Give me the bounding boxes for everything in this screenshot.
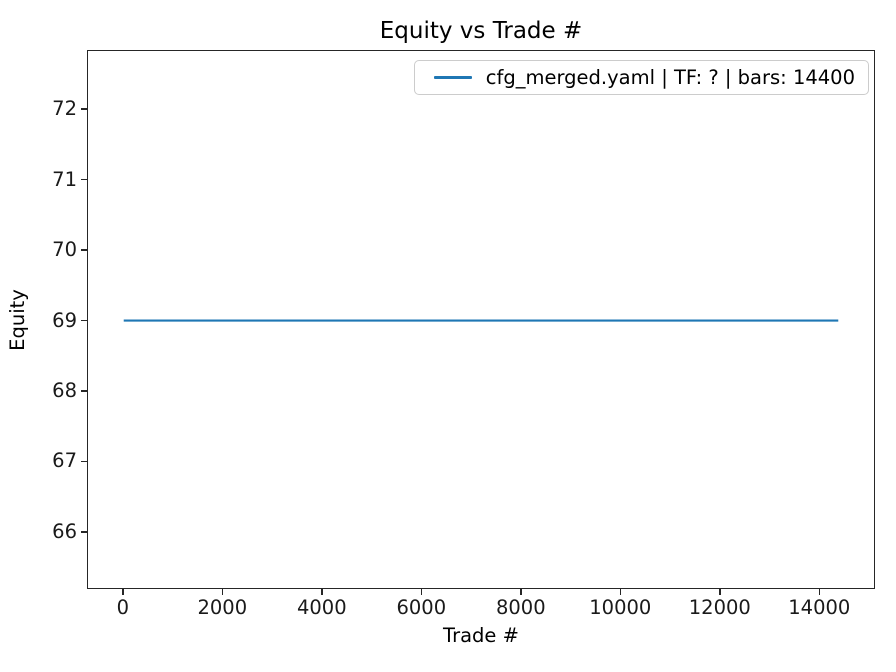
x-tick-label: 0 [116, 596, 130, 619]
legend-line-sample [433, 76, 472, 79]
x-tick-mark [221, 589, 224, 595]
x-tick-mark [321, 589, 323, 595]
y-tick-mark [81, 249, 87, 251]
chart-title: Equity vs Trade # [379, 18, 583, 44]
y-tick-label: 68 [52, 379, 77, 402]
y-axis-label-text: Equity [6, 289, 29, 351]
y-tick-label: 71 [52, 167, 77, 191]
x-tick-mark [619, 589, 622, 595]
equity-line-series [123, 319, 839, 322]
x-tick-label: 12000 [688, 596, 751, 619]
legend: cfg_merged.yaml | TF: ? | bars: 14400 [413, 60, 869, 95]
y-tick-mark [81, 178, 87, 181]
x-tick-label: 10000 [589, 596, 652, 619]
x-tick-mark [122, 589, 124, 595]
y-tick-mark [81, 531, 87, 533]
y-tick-label: 72 [52, 97, 77, 121]
x-tick-label: 8000 [495, 596, 546, 619]
y-tick-mark [81, 319, 87, 322]
x-tick-mark [420, 589, 423, 595]
y-tick-label: 70 [52, 238, 77, 262]
x-tick-label: 14000 [788, 596, 851, 619]
legend-label: cfg_merged.yaml | TF: ? | bars: 14400 [485, 65, 855, 89]
x-tick-mark [818, 589, 821, 595]
x-tick-label: 2000 [197, 596, 248, 619]
x-tick-mark [520, 589, 522, 595]
x-tick-mark [719, 589, 721, 595]
y-tick-label: 69 [52, 308, 77, 332]
y-tick-mark [81, 390, 87, 392]
x-tick-label: 4000 [296, 596, 347, 619]
x-axis-label: Trade # [443, 624, 519, 647]
x-tick-label: 6000 [396, 596, 447, 619]
y-tick-mark [81, 108, 87, 110]
y-tick-label: 67 [52, 449, 77, 473]
plot-area [87, 50, 875, 589]
y-tick-label: 66 [52, 519, 77, 543]
y-tick-mark [81, 460, 87, 463]
